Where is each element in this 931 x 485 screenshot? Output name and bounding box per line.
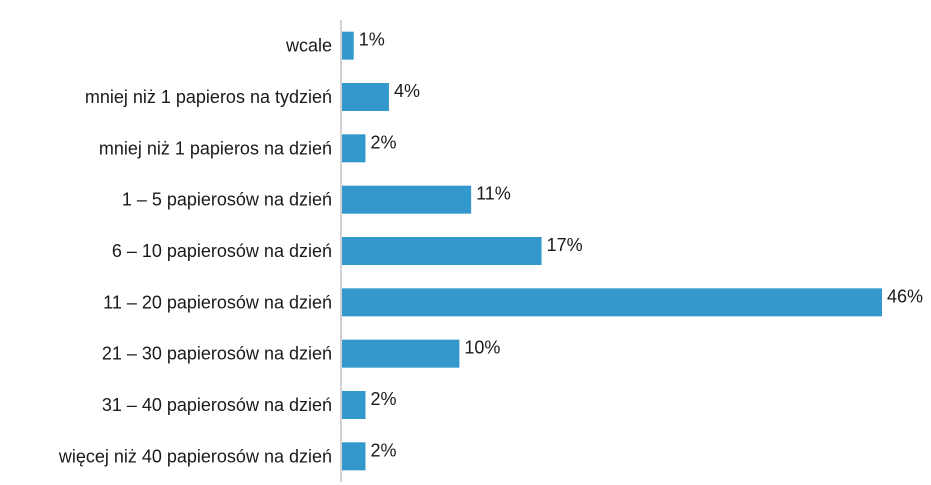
category-label: 1 – 5 papierosów na dzień (122, 190, 332, 210)
data-label: 46% (887, 286, 923, 306)
category-label: mniej niż 1 papieros na dzień (99, 138, 332, 158)
data-label: 10% (464, 338, 500, 358)
bar (342, 83, 389, 111)
category-label: 31 – 40 papierosów na dzień (102, 395, 332, 415)
bar (342, 288, 882, 317)
category-label: mniej niż 1 papieros na tydzień (85, 87, 332, 107)
data-label: 1% (359, 30, 385, 50)
bar (342, 339, 460, 368)
bars-group (342, 31, 882, 471)
data-labels-group: 1% 4% 2% 11% 17% 46% 10% 2% 2% (359, 30, 923, 461)
data-label: 2% (370, 440, 396, 460)
data-label: 2% (370, 389, 396, 409)
data-label: 4% (394, 81, 420, 101)
bar (342, 391, 366, 419)
category-labels-group: wcale mniej niż 1 papieros na tydzień mnie… (58, 36, 332, 467)
category-label: 11 – 20 papierosów na dzień (103, 292, 332, 312)
category-label: więcej niż 40 papierosów na dzień (58, 446, 332, 466)
bar (342, 442, 366, 471)
bar (342, 185, 472, 214)
category-label: wcale (285, 36, 332, 56)
bar (342, 237, 542, 265)
category-label: 6 – 10 papierosów na dzień (112, 241, 332, 261)
category-label: 21 – 30 papierosów na dzień (102, 344, 332, 364)
data-label: 2% (370, 132, 396, 152)
bar (342, 134, 366, 163)
data-label: 17% (547, 235, 583, 255)
bar (342, 31, 354, 60)
data-label: 11% (476, 184, 511, 204)
